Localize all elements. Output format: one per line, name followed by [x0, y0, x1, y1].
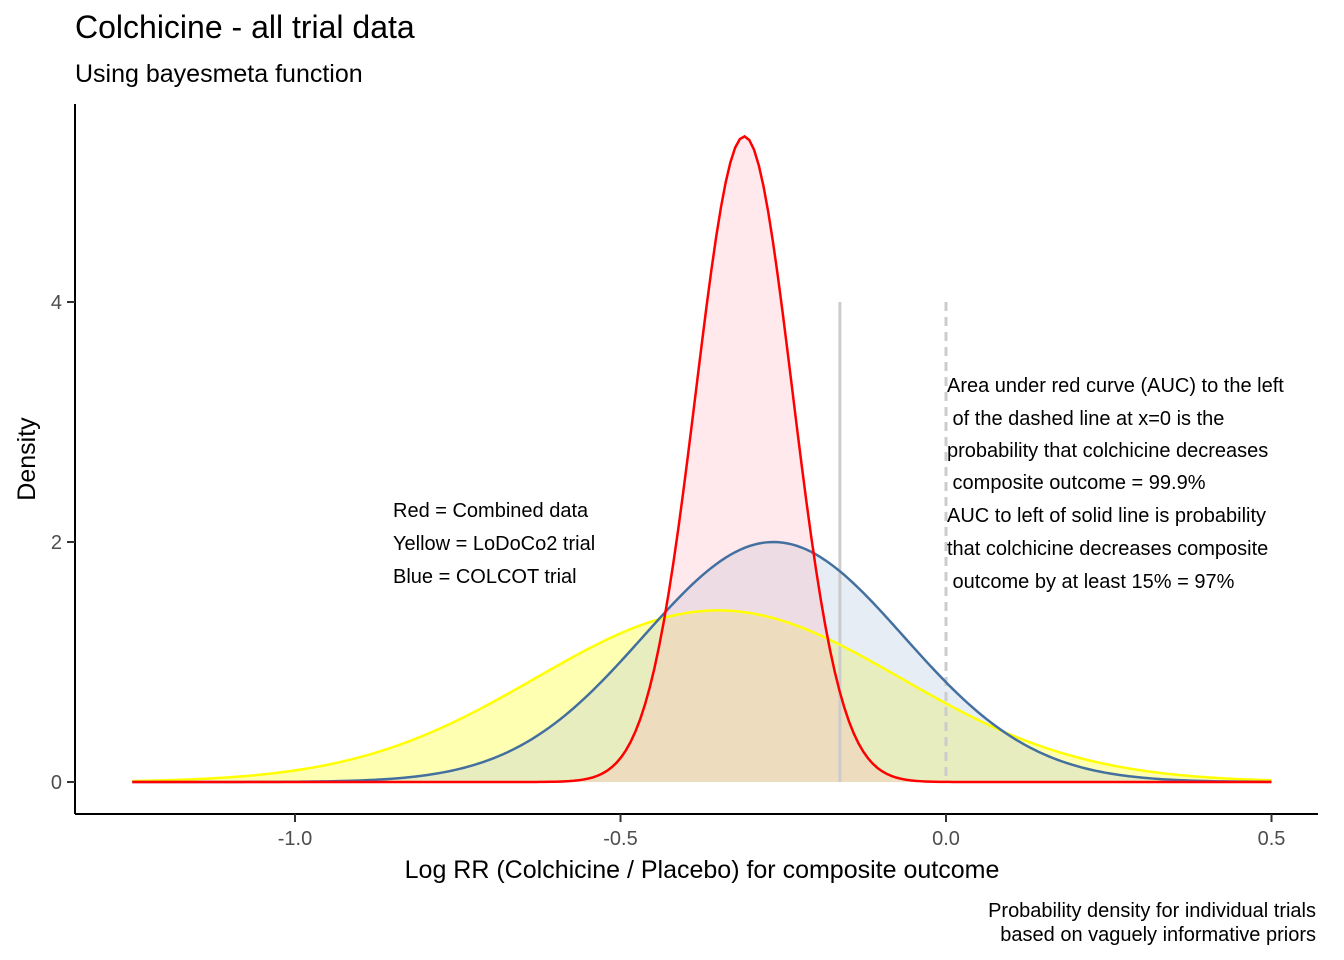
chart-title: Colchicine - all trial data — [75, 9, 415, 45]
reference-lines — [838, 302, 948, 782]
colcot-trial-density-fill — [132, 542, 1272, 782]
legend-annotation: Red = Combined data Yellow = LoDoCo2 tri… — [393, 500, 595, 588]
caption-line-1: Probability density for individual trial… — [988, 900, 1316, 922]
density-curves — [132, 134, 1272, 784]
x-ticks: -1.0 -0.5 0.0 0.5 — [278, 814, 1286, 850]
y-tick-label: 2 — [51, 532, 62, 554]
auc-line-3: probability that colchicine decreases — [947, 440, 1268, 462]
auc-line-7: outcome by at least 15% = 97% — [947, 571, 1235, 593]
y-axis-title: Density — [13, 417, 41, 501]
auc-annotation: Area under red curve (AUC) to the left o… — [947, 375, 1284, 593]
x-axis-title: Log RR (Colchicine / Placebo) for compos… — [405, 856, 1000, 884]
legend-line-blue: Blue = COLCOT trial — [393, 566, 577, 588]
x-tick-label: 0.0 — [932, 828, 960, 850]
combined-data-density-curve — [132, 134, 1272, 784]
auc-line-4: composite outcome = 99.9% — [947, 472, 1206, 494]
chart-subtitle: Using bayesmeta function — [75, 60, 363, 88]
y-tick-label: 0 — [51, 772, 62, 794]
legend-line-red: Red = Combined data — [393, 500, 589, 522]
lodoco2-trial-density-curve — [132, 609, 1272, 783]
x-tick-label: -1.0 — [278, 828, 312, 850]
x-tick-label: -0.5 — [603, 828, 637, 850]
caption: Probability density for individual trial… — [988, 900, 1316, 946]
combined-data-density-fill — [132, 136, 1272, 783]
legend-line-yellow: Yellow = LoDoCo2 trial — [393, 533, 595, 555]
auc-line-2: of the dashed line at x=0 is the — [947, 408, 1224, 430]
x-tick-label: 0.5 — [1258, 828, 1286, 850]
auc-line-1: Area under red curve (AUC) to the left — [947, 375, 1284, 397]
auc-line-5: AUC to left of solid line is probability — [947, 505, 1266, 527]
y-axis: 0 2 4 — [51, 104, 76, 814]
auc-line-6: that colchicine decreases composite — [947, 538, 1268, 560]
caption-line-2: based on vaguely informative priors — [1000, 924, 1316, 946]
plot-area — [132, 134, 1272, 784]
y-ticks: 0 2 4 — [51, 292, 75, 794]
y-tick-label: 4 — [51, 292, 62, 314]
x-axis: -1.0 -0.5 0.0 0.5 — [75, 813, 1318, 850]
